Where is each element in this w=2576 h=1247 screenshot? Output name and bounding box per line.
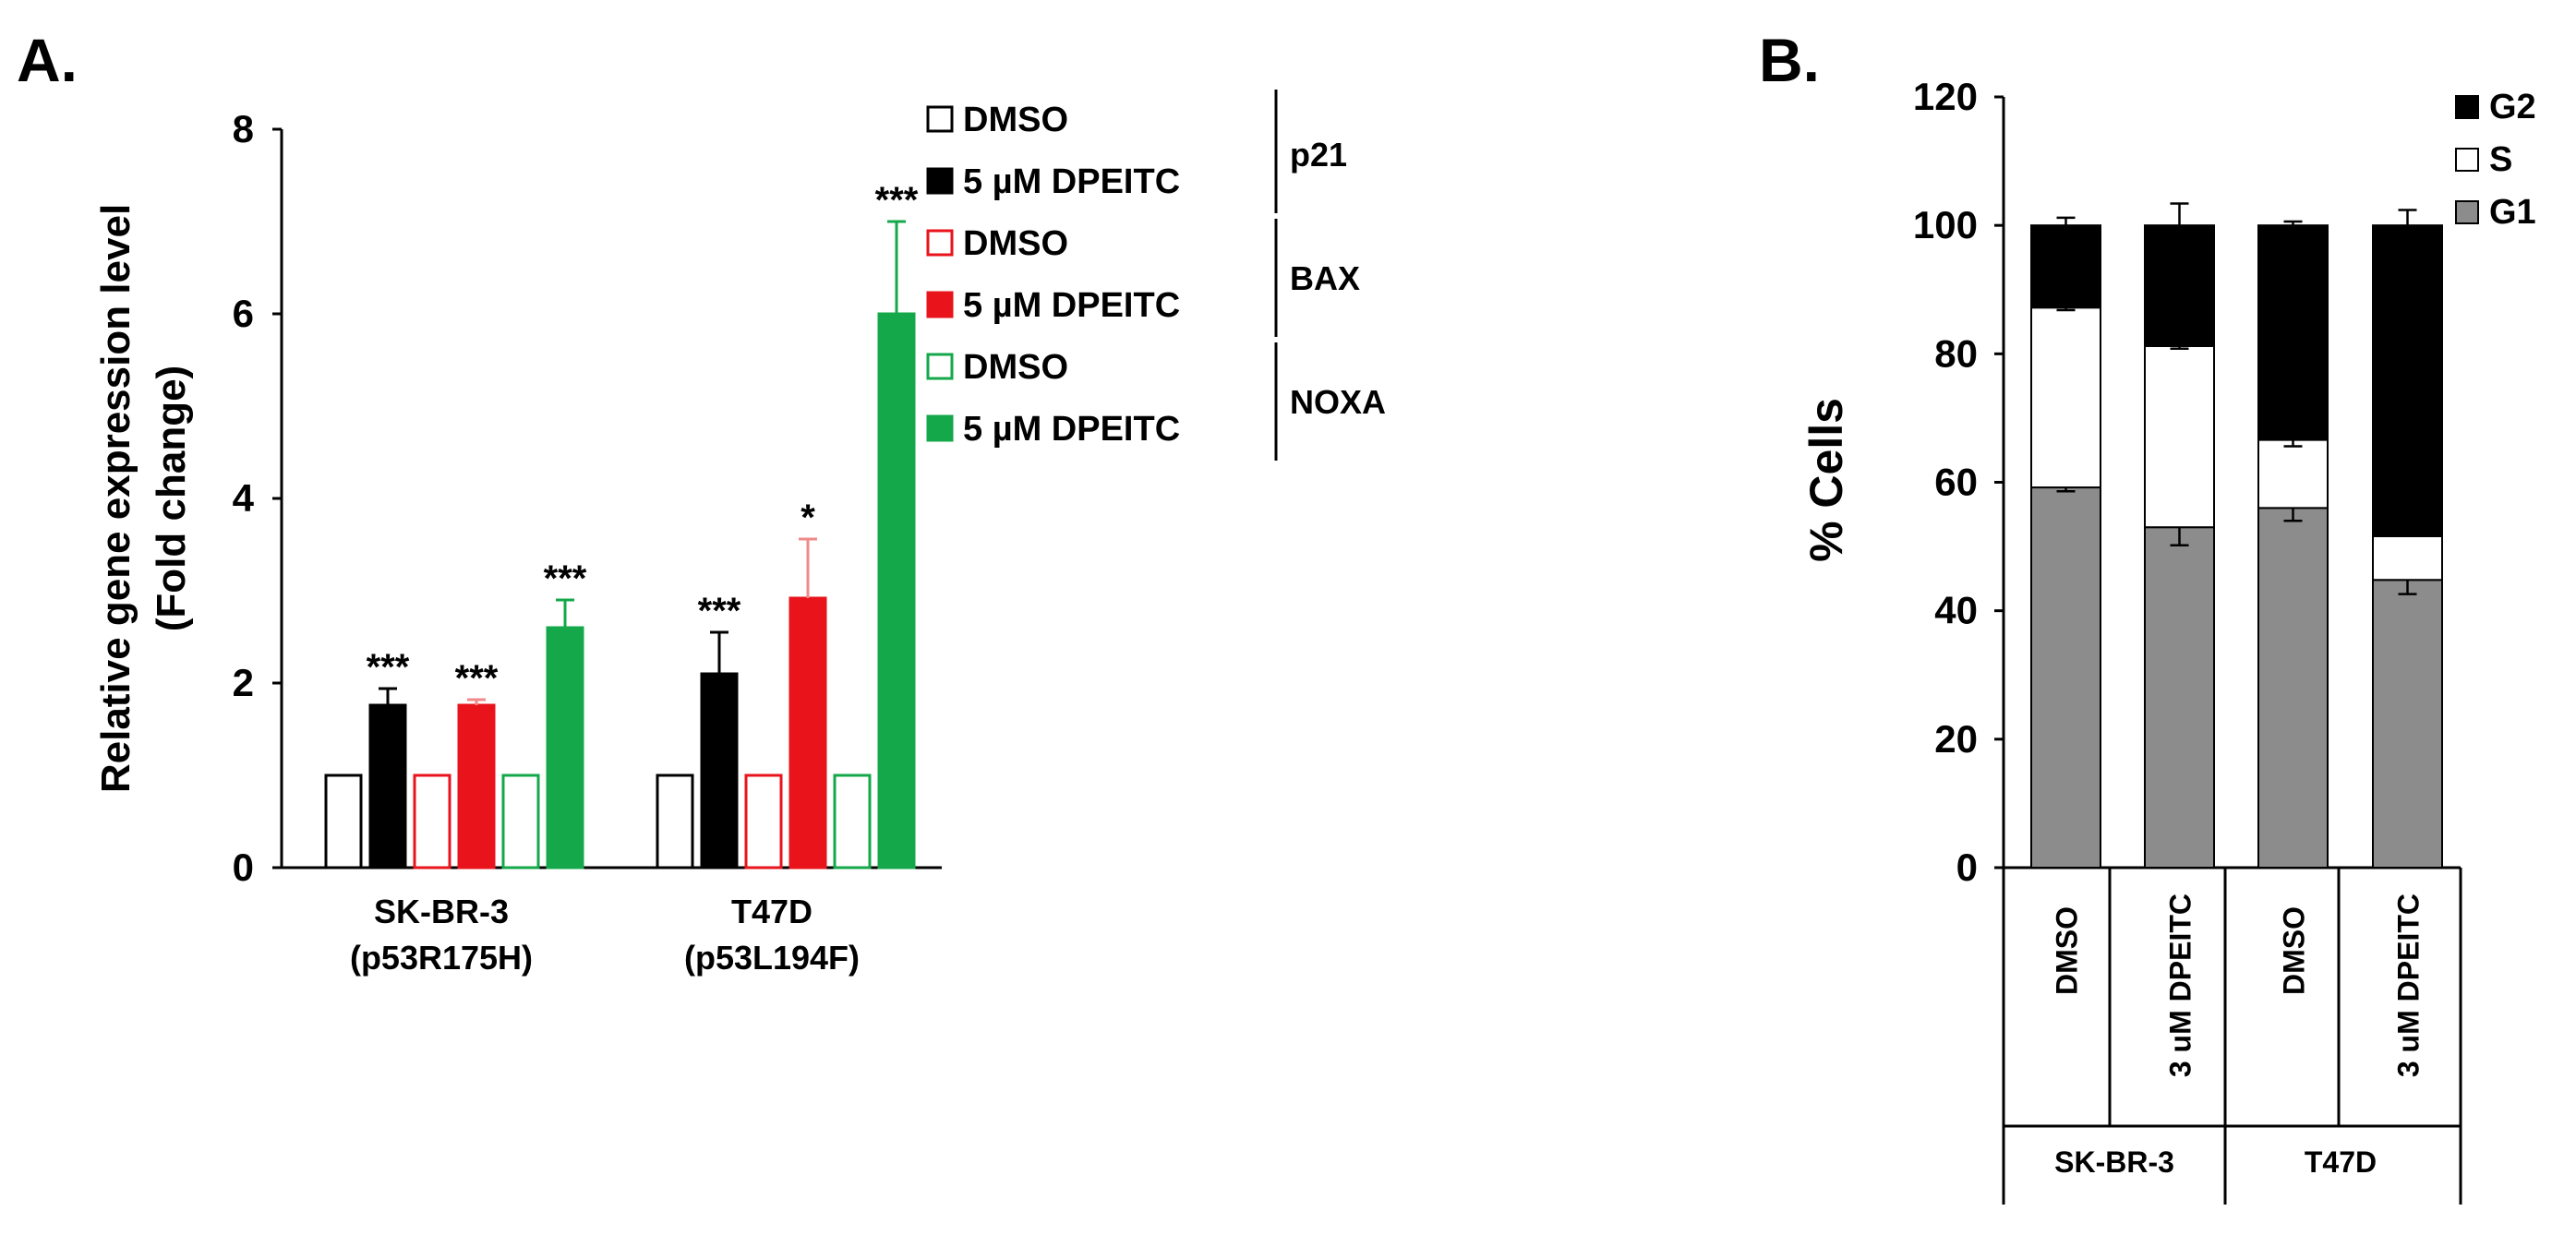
- chart-b-ytick-label: 80: [1934, 331, 1978, 375]
- chart-b-ylabel: % Cells: [1800, 398, 1852, 562]
- chart-b-cellline-label: SK-BR-3: [2054, 1145, 2174, 1179]
- chart-b-legend-label: G2: [2489, 88, 2536, 126]
- chart-a-bar: [700, 672, 739, 869]
- chart-a-bar: [501, 773, 540, 869]
- chart-a-ytick-label: 6: [233, 292, 254, 335]
- chart-a-group-label: T47D: [731, 893, 813, 930]
- chart-a-legend-label: DMSO: [963, 101, 1068, 139]
- chart-a-group-sublabel: (p53R175H): [350, 939, 533, 977]
- chart-a-significance: ***: [875, 180, 919, 221]
- chart-a-group-sublabel: (p53L194F): [684, 939, 860, 977]
- chart-b-legend-swatch: [2455, 95, 2479, 119]
- chart-a-ytick-label: 2: [233, 661, 254, 704]
- chart-a-ytick-label: 0: [233, 845, 254, 889]
- chart-b-bar-segment: [2030, 486, 2101, 869]
- chart-a-gene-label: NOXA: [1290, 383, 1386, 421]
- chart-a-gene-label: p21: [1290, 136, 1347, 174]
- chart-b-legend-label: G1: [2489, 193, 2536, 232]
- chart-a-legend-label: 5 µM DPEITC: [963, 162, 1180, 201]
- chart-a-bar: [368, 703, 407, 869]
- chart-a-bar: [788, 596, 827, 869]
- chart-a-bar: [324, 773, 363, 869]
- chart-b-category-label: DMSO: [2278, 906, 2311, 995]
- chart-a-bar: [656, 773, 694, 869]
- chart-a: Relative gene expression level (Fold cha…: [93, 90, 1386, 977]
- chart-b-legend-swatch: [2455, 200, 2479, 224]
- chart-b-ytick-label: 40: [1934, 589, 1978, 632]
- chart-b-bar-segment: [2257, 224, 2329, 441]
- chart-a-bar: [833, 773, 872, 869]
- chart-a-gene-label: BAX: [1290, 259, 1360, 297]
- chart-a-legend-swatch: [926, 414, 954, 442]
- chart-b-bar-segment: [2030, 306, 2101, 489]
- chart-a-legend-label: 5 µM DPEITC: [963, 410, 1180, 449]
- chart-a-ytick-label: 8: [233, 107, 254, 150]
- chart-a-bar: [546, 626, 584, 869]
- chart-a-significance: ***: [455, 658, 499, 699]
- chart-a-legend-swatch: [926, 105, 954, 133]
- chart-b-legend-swatch: [2455, 148, 2479, 172]
- chart-b-bar-segment: [2144, 526, 2215, 869]
- chart-a-legend-label: 5 µM DPEITC: [963, 286, 1180, 325]
- chart-b: % Cells 0 20 40 60 80 100 120 DMSO 3 uM DPEITC DM…: [1800, 75, 2536, 1205]
- chart-a-significance: ***: [367, 647, 410, 688]
- chart-b-ytick-label: 60: [1934, 461, 1978, 504]
- chart-b-ytick-label: 20: [1934, 717, 1978, 761]
- chart-a-significance: *: [800, 498, 815, 538]
- chart-a-ylabel-line2: (Fold change): [149, 366, 194, 631]
- chart-b-ytick-label: 0: [1956, 845, 1978, 889]
- chart-b-category-label: 3 uM DPEITC: [2392, 893, 2426, 1077]
- chart-b-ytick-label: 120: [1913, 75, 1978, 118]
- chart-a-bar: [413, 773, 451, 869]
- chart-a-group-label: SK-BR-3: [374, 893, 509, 930]
- chart-a-bar: [457, 703, 496, 869]
- chart-b-bar-segment: [2257, 438, 2329, 510]
- chart-a-legend-label: DMSO: [963, 348, 1068, 387]
- chart-a-significance: ***: [698, 591, 741, 631]
- chart-b-cellline-label: T47D: [2305, 1145, 2377, 1179]
- chart-b-bar-segment: [2144, 344, 2215, 529]
- chart-b-bar-segment: [2372, 224, 2443, 537]
- chart-b-category-label: DMSO: [2051, 906, 2084, 995]
- chart-a-bar: [744, 773, 783, 869]
- panel-b-label: B.: [1759, 26, 1820, 94]
- chart-b-bar-segment: [2257, 507, 2329, 869]
- chart-a-legend-swatch: [926, 353, 954, 380]
- chart-b-bar-segment: [2030, 224, 2101, 309]
- chart-a-significance: ***: [544, 558, 587, 599]
- chart-b-ytick-label: 100: [1913, 203, 1978, 246]
- chart-b-legend-label: S: [2489, 140, 2512, 179]
- chart-a-legend-swatch: [926, 229, 954, 257]
- chart-a-legend-swatch: [926, 167, 954, 195]
- panel-a-label: A.: [17, 26, 78, 94]
- chart-b-bar-segment: [2372, 534, 2443, 582]
- chart-a-legend-label: DMSO: [963, 224, 1068, 263]
- chart-a-legend-swatch: [926, 291, 954, 318]
- chart-b-category-label: 3 uM DPEITC: [2164, 893, 2197, 1077]
- chart-a-ytick-label: 4: [233, 476, 255, 520]
- chart-a-ylabel-line1: Relative gene expression level: [93, 204, 138, 793]
- chart-b-bar-segment: [2372, 579, 2443, 869]
- chart-a-bar: [877, 312, 916, 869]
